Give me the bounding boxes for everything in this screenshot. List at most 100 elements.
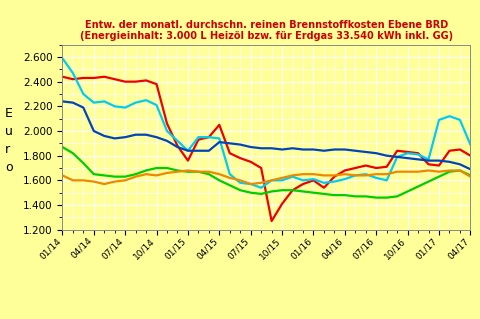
A1-Holzpellets (6,6t)	[122, 175, 128, 179]
A1-Holzpellets (6,6t)	[457, 168, 463, 172]
Heizöl (3.000L)	[279, 202, 285, 206]
A1-Holzpellets (6,6t)	[394, 195, 400, 198]
Flüssiggas (4.603L)	[216, 137, 222, 140]
Erdgas (33.540kWh+GG)	[81, 106, 86, 109]
Brikett (5,7t)	[60, 174, 65, 177]
A1-Holzpellets (6,6t)	[426, 180, 432, 183]
A1-Holzpellets (6,6t)	[436, 175, 442, 179]
Erdgas (33.540kWh+GG)	[384, 154, 390, 158]
Erdgas (33.540kWh+GG)	[195, 149, 201, 153]
Erdgas (33.540kWh+GG)	[258, 146, 264, 150]
Flüssiggas (4.603L)	[279, 178, 285, 182]
Brikett (5,7t)	[164, 171, 170, 175]
Flüssiggas (4.603L)	[332, 180, 337, 183]
Heizöl (3.000L)	[321, 186, 327, 190]
A1-Holzpellets (6,6t)	[446, 170, 452, 174]
Heizöl (3.000L)	[311, 178, 316, 182]
A1-Holzpellets (6,6t)	[143, 168, 149, 172]
Line: Brikett (5,7t): Brikett (5,7t)	[62, 170, 470, 184]
Heizöl (3.000L)	[122, 80, 128, 84]
Heizöl (3.000L)	[332, 175, 337, 179]
Heizöl (3.000L)	[352, 166, 358, 170]
Title: Entw. der monatl. durchschn. reinen Brennstoffkosten Ebene BRD
(Energieinhalt: 3: Entw. der monatl. durchschn. reinen Bren…	[80, 19, 453, 41]
Flüssiggas (4.603L)	[154, 103, 159, 107]
Erdgas (33.540kWh+GG)	[468, 167, 473, 171]
A1-Holzpellets (6,6t)	[405, 189, 410, 193]
Erdgas (33.540kWh+GG)	[415, 158, 421, 161]
A1-Holzpellets (6,6t)	[289, 188, 295, 192]
Erdgas (33.540kWh+GG)	[269, 146, 275, 150]
Flüssiggas (4.603L)	[415, 152, 421, 156]
Flüssiggas (4.603L)	[352, 174, 358, 177]
Erdgas (33.540kWh+GG)	[206, 149, 212, 153]
A1-Holzpellets (6,6t)	[154, 166, 159, 170]
Erdgas (33.540kWh+GG)	[91, 129, 96, 133]
Erdgas (33.540kWh+GG)	[300, 148, 306, 152]
Flüssiggas (4.603L)	[426, 158, 432, 161]
A1-Holzpellets (6,6t)	[175, 168, 180, 172]
Brikett (5,7t)	[175, 170, 180, 174]
A1-Holzpellets (6,6t)	[311, 191, 316, 195]
Heizöl (3.000L)	[289, 188, 295, 192]
Brikett (5,7t)	[352, 174, 358, 177]
Flüssiggas (4.603L)	[269, 178, 275, 182]
Flüssiggas (4.603L)	[227, 172, 233, 176]
Text: E
u
r
o: E u r o	[5, 107, 12, 174]
Brikett (5,7t)	[279, 176, 285, 180]
A1-Holzpellets (6,6t)	[384, 196, 390, 199]
Flüssiggas (4.603L)	[363, 172, 369, 176]
Flüssiggas (4.603L)	[457, 118, 463, 122]
Brikett (5,7t)	[311, 172, 316, 176]
Erdgas (33.540kWh+GG)	[289, 146, 295, 150]
Erdgas (33.540kWh+GG)	[164, 139, 170, 143]
Erdgas (33.540kWh+GG)	[248, 145, 253, 149]
Erdgas (33.540kWh+GG)	[279, 148, 285, 152]
Brikett (5,7t)	[258, 181, 264, 185]
Erdgas (33.540kWh+GG)	[112, 137, 118, 140]
Flüssiggas (4.603L)	[133, 101, 139, 105]
Erdgas (33.540kWh+GG)	[227, 141, 233, 145]
A1-Holzpellets (6,6t)	[321, 192, 327, 196]
Brikett (5,7t)	[342, 172, 348, 176]
Erdgas (33.540kWh+GG)	[70, 101, 76, 105]
A1-Holzpellets (6,6t)	[279, 188, 285, 192]
Erdgas (33.540kWh+GG)	[363, 150, 369, 154]
Brikett (5,7t)	[112, 180, 118, 183]
A1-Holzpellets (6,6t)	[468, 174, 473, 177]
A1-Holzpellets (6,6t)	[60, 145, 65, 149]
Erdgas (33.540kWh+GG)	[122, 135, 128, 139]
Brikett (5,7t)	[457, 168, 463, 172]
Erdgas (33.540kWh+GG)	[342, 148, 348, 152]
Heizöl (3.000L)	[405, 150, 410, 154]
Heizöl (3.000L)	[101, 75, 107, 79]
Line: Erdgas (33.540kWh+GG): Erdgas (33.540kWh+GG)	[62, 101, 470, 169]
A1-Holzpellets (6,6t)	[248, 191, 253, 195]
Heizöl (3.000L)	[143, 78, 149, 82]
Heizöl (3.000L)	[133, 80, 139, 84]
Flüssiggas (4.603L)	[321, 181, 327, 185]
Brikett (5,7t)	[122, 178, 128, 182]
Heizöl (3.000L)	[164, 122, 170, 125]
Brikett (5,7t)	[81, 178, 86, 182]
Heizöl (3.000L)	[206, 135, 212, 139]
Heizöl (3.000L)	[227, 151, 233, 155]
Brikett (5,7t)	[269, 178, 275, 182]
Erdgas (33.540kWh+GG)	[373, 151, 379, 155]
Erdgas (33.540kWh+GG)	[143, 133, 149, 137]
A1-Holzpellets (6,6t)	[342, 193, 348, 197]
Heizöl (3.000L)	[468, 154, 473, 158]
Erdgas (33.540kWh+GG)	[101, 134, 107, 138]
Brikett (5,7t)	[415, 170, 421, 174]
Line: Heizöl (3.000L): Heizöl (3.000L)	[62, 77, 470, 221]
Heizöl (3.000L)	[373, 166, 379, 170]
A1-Holzpellets (6,6t)	[415, 185, 421, 189]
Heizöl (3.000L)	[81, 76, 86, 80]
A1-Holzpellets (6,6t)	[269, 189, 275, 193]
Flüssiggas (4.603L)	[101, 100, 107, 103]
A1-Holzpellets (6,6t)	[352, 195, 358, 198]
Heizöl (3.000L)	[300, 182, 306, 186]
A1-Holzpellets (6,6t)	[258, 192, 264, 196]
Flüssiggas (4.603L)	[446, 114, 452, 118]
Erdgas (33.540kWh+GG)	[311, 148, 316, 152]
Erdgas (33.540kWh+GG)	[238, 143, 243, 146]
